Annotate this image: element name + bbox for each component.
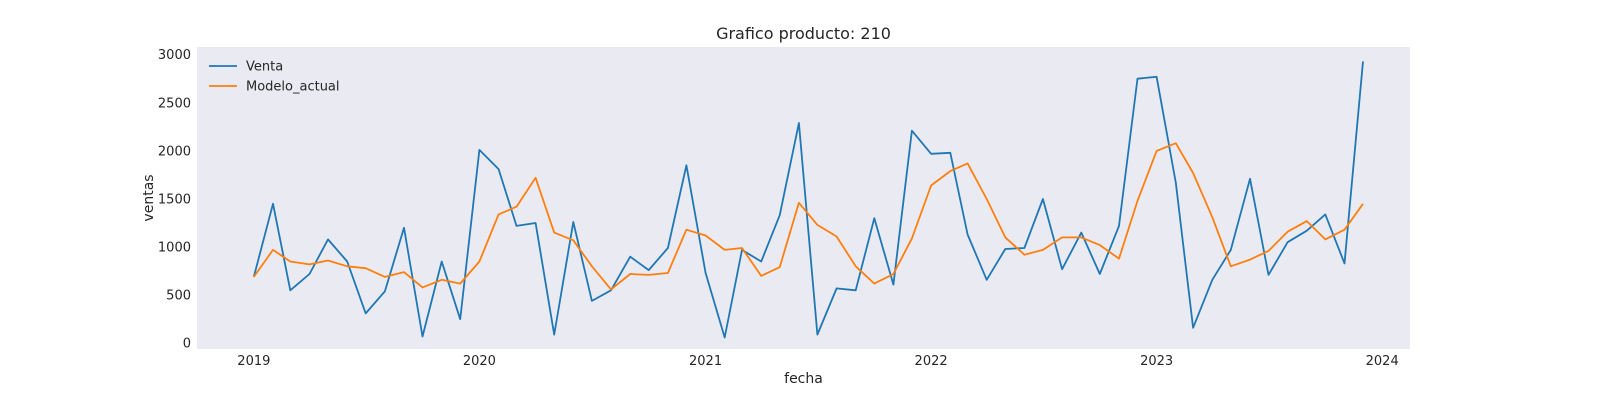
series-line-modelo_actual: [253, 142, 1364, 291]
x-tick-label: 2021: [689, 354, 722, 369]
series-layer: [252, 61, 1364, 339]
x-tick-label: 2024: [1366, 354, 1399, 369]
series-line-venta: [252, 61, 1364, 339]
x-axis-title: fecha: [784, 371, 823, 387]
legend: Venta Modelo_actual: [209, 60, 340, 95]
x-tick-label: 2020: [463, 354, 496, 369]
legend-label: Venta: [246, 60, 283, 75]
x-axis: 2019 2020 2021 2022 2023 2024: [237, 354, 1398, 369]
y-tick-label: 1500: [158, 192, 191, 207]
y-tick-label: 0: [183, 337, 191, 352]
plot-area: [197, 47, 1410, 349]
legend-label: Modelo_actual: [246, 80, 340, 95]
y-axis-title: ventas: [141, 174, 157, 221]
y-tick-label: 3000: [158, 48, 191, 63]
y-axis: 0 500 1000 1500 2000 2500 3000: [158, 48, 191, 352]
y-tick-label: 500: [166, 289, 191, 304]
y-tick-label: 1000: [158, 241, 191, 256]
y-tick-label: 2000: [158, 144, 191, 159]
x-tick-label: 2023: [1140, 354, 1173, 369]
y-tick-label: 2500: [158, 96, 191, 111]
chart-title: Grafico producto: 210: [716, 24, 891, 43]
x-tick-label: 2022: [915, 354, 948, 369]
x-tick-label: 2019: [237, 354, 270, 369]
